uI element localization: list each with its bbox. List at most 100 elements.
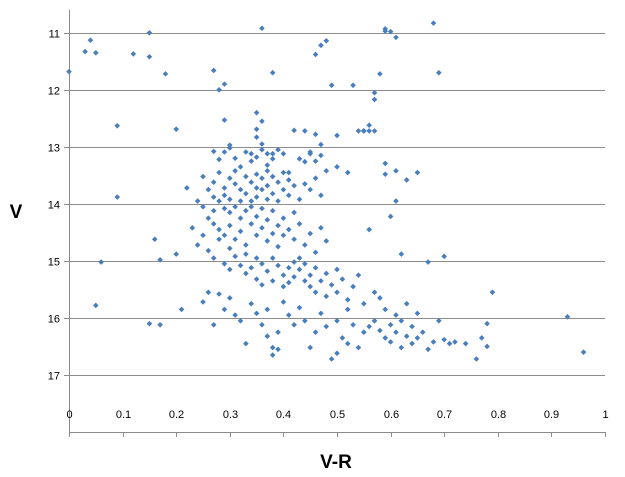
y-axis-ticks: 11 12 13 14 15 16 17 [48, 29, 69, 383]
data-point [173, 251, 179, 257]
data-point [237, 198, 244, 204]
data-point [243, 207, 249, 214]
data-point [387, 339, 394, 345]
data-point [371, 89, 378, 96]
data-point [237, 228, 244, 235]
data-point [200, 173, 206, 180]
data-point [393, 312, 399, 318]
data-point [291, 209, 297, 216]
data-point [221, 306, 228, 313]
data-point [355, 128, 362, 134]
data-point [275, 198, 281, 204]
data-point [361, 128, 367, 134]
data-point [291, 236, 297, 243]
data-point [478, 335, 485, 341]
data-point [146, 53, 153, 60]
data-point [350, 82, 356, 89]
data-point [200, 203, 206, 210]
data-point [248, 300, 255, 307]
x-tick-label: 0.3 [223, 409, 238, 421]
data-point [387, 28, 394, 35]
data-point [221, 260, 228, 267]
data-point [296, 266, 303, 273]
data-point [312, 158, 319, 164]
data-point [264, 217, 271, 223]
data-point [334, 350, 340, 357]
data-point [210, 221, 217, 227]
data-point [114, 122, 121, 129]
data-point [344, 340, 351, 347]
data-point [232, 155, 238, 162]
data-point [275, 146, 281, 153]
x-tick-label: 0.9 [544, 409, 559, 421]
y-tick-label: 11 [49, 29, 60, 41]
data-point [232, 236, 238, 243]
data-point [221, 149, 228, 155]
data-point [366, 323, 372, 330]
data-point [302, 242, 308, 248]
data-point [173, 126, 179, 132]
data-point [377, 327, 383, 334]
data-point [387, 321, 394, 328]
data-point [323, 323, 330, 330]
data-point [344, 306, 351, 313]
data-point [269, 207, 276, 214]
data-point [280, 186, 287, 193]
data-point [323, 168, 330, 174]
x-tick-label: 0.6 [384, 409, 399, 421]
data-point [280, 283, 287, 290]
data-point [280, 169, 287, 176]
data-point [312, 289, 319, 296]
x-axis-title: V-R [320, 452, 352, 473]
data-point [243, 251, 249, 257]
data-point [253, 310, 260, 317]
data-point [184, 185, 190, 191]
x-tick-label: 0 [66, 409, 72, 421]
data-point [580, 349, 587, 355]
data-point [210, 255, 217, 261]
data-point [253, 171, 260, 178]
data-point [312, 131, 319, 138]
data-point [387, 213, 394, 220]
data-point [178, 306, 185, 313]
data-point [237, 186, 244, 193]
data-point [227, 175, 233, 182]
data-point [253, 194, 260, 200]
data-point [259, 321, 265, 328]
data-point [312, 264, 319, 271]
data-point [248, 150, 255, 157]
data-point [334, 132, 340, 139]
data-point [280, 272, 287, 278]
data-point [393, 198, 399, 204]
data-point [248, 158, 255, 164]
data-point [291, 321, 297, 328]
data-point [328, 282, 335, 288]
data-point [227, 245, 233, 252]
data-point [114, 194, 121, 200]
data-point [377, 295, 383, 301]
data-point [285, 226, 292, 233]
data-point [275, 329, 281, 336]
data-point [227, 209, 233, 216]
data-point [302, 278, 308, 284]
x-tick-label: 0.2 [169, 409, 184, 421]
data-point [312, 175, 319, 182]
data-point [425, 346, 431, 353]
data-point [307, 344, 313, 351]
data-point [210, 194, 217, 200]
data-point [269, 344, 276, 351]
data-point [291, 127, 297, 134]
data-point [318, 152, 324, 159]
data-point [237, 215, 244, 221]
data-point [323, 270, 330, 277]
data-point [414, 169, 421, 176]
data-point [157, 256, 163, 263]
y-tick-label: 14 [48, 200, 60, 212]
data-point [253, 134, 260, 140]
data-point [473, 356, 480, 362]
data-point [275, 346, 281, 353]
data-point [66, 68, 72, 75]
data-point [318, 310, 324, 317]
data-point [237, 164, 244, 170]
data-point [403, 333, 410, 339]
